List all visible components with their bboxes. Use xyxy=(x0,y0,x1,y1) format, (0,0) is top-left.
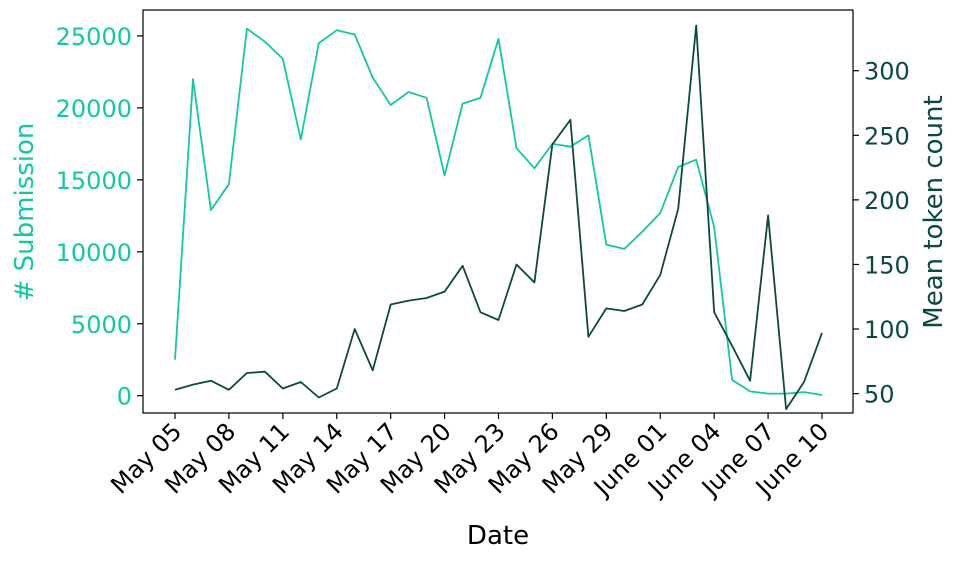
right-tick-label: 300 xyxy=(864,58,910,86)
submission-series-line xyxy=(174,27,823,396)
token-count-series-line xyxy=(174,24,823,411)
x-axis-label: Date xyxy=(467,521,529,551)
right-tick-label: 50 xyxy=(864,381,895,409)
left-tick-label: 15000 xyxy=(56,167,132,195)
right-tick-label: 250 xyxy=(864,122,910,150)
series-layer xyxy=(174,24,823,411)
plot-frame xyxy=(142,9,854,414)
left-tick-label: 10000 xyxy=(56,239,132,267)
right-tick-label: 100 xyxy=(864,316,910,344)
right-axis-ticks: 50 100 150 200 250 300 xyxy=(853,58,910,409)
right-axis-label: Mean token count xyxy=(919,95,949,328)
left-axis-label: # Submission xyxy=(10,123,40,302)
right-tick-label: 150 xyxy=(864,251,910,279)
left-tick-label: 25000 xyxy=(56,23,132,51)
right-tick-label: 200 xyxy=(864,187,910,215)
left-tick-label: 20000 xyxy=(56,95,132,123)
left-tick-label: 0 xyxy=(117,383,132,411)
left-axis-ticks: 0 5000 10000 15000 20000 25000 xyxy=(56,23,143,411)
left-tick-label: 5000 xyxy=(71,311,132,339)
